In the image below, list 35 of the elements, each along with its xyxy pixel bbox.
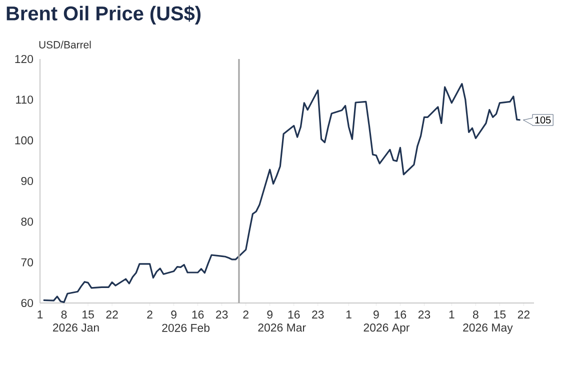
x-tick-label: 23 (418, 310, 430, 319)
y-tick-label: 110 (16, 96, 34, 104)
y-tick-label: 70 (21, 258, 34, 266)
x-tick-label: 16 (288, 310, 300, 319)
x-tick-label: 16 (394, 310, 406, 319)
x-tick-label: 23 (312, 310, 324, 319)
x-tick-label: 8 (61, 310, 67, 319)
x-tick-label: 9 (267, 310, 272, 319)
y-tick-label: 60 (21, 298, 34, 308)
text: 2026 Apr (364, 324, 410, 334)
x-tick-label: 16 (192, 310, 204, 319)
x-tick-label: 1 (38, 310, 43, 318)
x-tick-label: 1 (449, 310, 454, 318)
chart-title: Brent Oil Price (US$) (6, 6, 200, 24)
y-tick-label: 100 (15, 136, 34, 144)
text: 2026 Feb (162, 324, 210, 332)
x-tick-label: 1 (346, 310, 352, 318)
x-tick-label: 9 (374, 310, 379, 319)
text: 2026 May (463, 324, 513, 334)
y-tick-label: 90 (21, 176, 34, 186)
x-tick-label: 9 (171, 310, 176, 319)
text: 2026 Jan (53, 324, 99, 332)
text: 2026 Mar (258, 324, 306, 332)
x-tick-label: 8 (473, 310, 478, 319)
x-tick-label: 2 (147, 310, 152, 319)
data-label: 105 (535, 116, 551, 124)
y-tick-label: 120 (15, 54, 34, 64)
x-tick-label: 22 (518, 310, 530, 319)
x-tick-label: 15 (82, 310, 94, 319)
x-tick-label: 23 (216, 310, 228, 319)
x-tick-label: 2 (243, 310, 248, 319)
y-axis-title: USD/Barrel (39, 40, 91, 48)
x-tick-label: 22 (106, 310, 118, 319)
y-tick-label: 80 (21, 218, 34, 226)
x-tick-label: 15 (494, 310, 506, 319)
